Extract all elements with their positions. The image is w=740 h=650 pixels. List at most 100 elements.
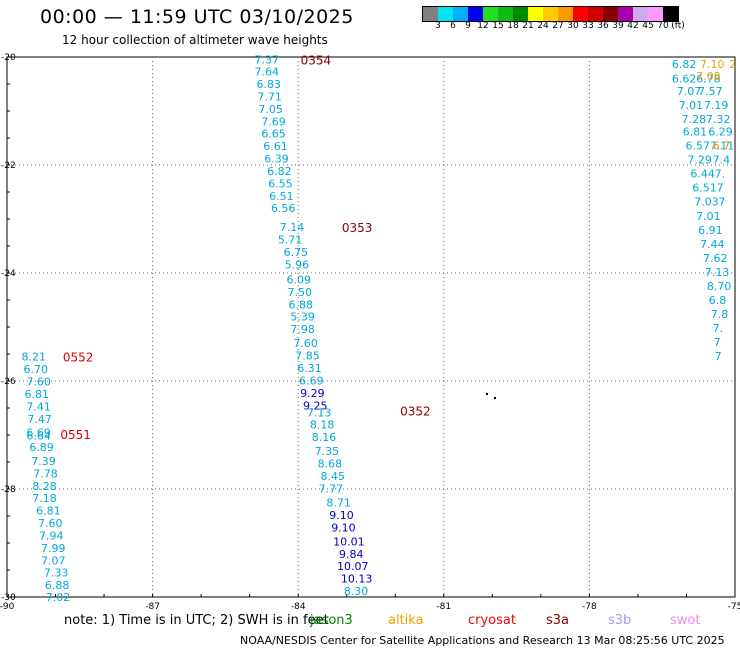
wave-height-value: 7.98 — [290, 323, 315, 336]
label-orange-1: 7.10 — [700, 58, 725, 71]
wave-height-value: 8.45 — [321, 470, 346, 483]
wave-height-value: 7.64 — [255, 66, 280, 79]
color-scale-label: 36 — [597, 21, 609, 31]
wave-height-value: 7.77 — [319, 482, 344, 495]
wave-height-value: 6.57 — [685, 140, 710, 153]
wave-height-value: 7.03 — [694, 196, 719, 209]
color-swatch — [588, 7, 603, 21]
color-scale-label: 21 — [522, 21, 534, 31]
legend-altika: altika — [388, 613, 424, 628]
wave-height-value: 8.70 — [707, 280, 732, 293]
wave-height-value: 7 — [717, 182, 724, 195]
wave-height-value: 8.71 — [326, 497, 351, 510]
wave-height-value: 10.13 — [341, 573, 373, 586]
color-swatch — [558, 7, 573, 21]
wave-height-value: 5.96 — [285, 258, 310, 271]
wave-height-value: 6.91 — [698, 224, 723, 237]
y-tick-label: -24 — [1, 269, 16, 279]
wave-height-value: 7.01 — [679, 99, 704, 112]
x-tick-label: -84 — [291, 602, 306, 612]
pass-time-label: 0552 — [63, 351, 94, 365]
color-swatch — [453, 7, 468, 21]
color-swatch — [498, 7, 513, 21]
wave-height-value: 10.07 — [337, 560, 369, 573]
pass-time-label: 0353 — [342, 221, 373, 235]
label-orange-3: 7.08 — [696, 70, 721, 83]
wave-height-value: 6.8 — [709, 294, 727, 307]
wave-height-value: 7.19 — [704, 99, 729, 112]
wave-height-value: 8.28 — [32, 480, 57, 493]
wave-height-value: 7 — [715, 350, 722, 363]
wave-height-value: 7.41 — [26, 400, 51, 413]
wave-height-value: 9.84 — [339, 548, 364, 561]
color-swatch — [438, 7, 453, 21]
wave-height-value: 6.62 — [672, 73, 697, 86]
color-swatch — [528, 7, 543, 21]
color-scale-label: 15 — [492, 21, 504, 31]
wave-height-value: 6.81 — [24, 388, 49, 401]
wave-height-value: 5.71 — [278, 234, 303, 247]
color-swatch — [468, 7, 483, 21]
wave-height-value: 7.4 — [713, 154, 731, 167]
footer-note: note: 1) Time is in UTC; 2) SWH is in fe… — [64, 613, 329, 628]
wave-height-value: 7.05 — [258, 103, 283, 116]
color-swatch — [483, 7, 498, 21]
legend-swot: swot — [670, 613, 701, 628]
y-tick-label: -28 — [1, 485, 16, 495]
legend-s3a: s3a — [546, 613, 570, 628]
color-scale-label: 27 — [552, 21, 564, 31]
wave-height-value: 6.44 — [690, 168, 715, 181]
wave-height-value: 7.07 — [677, 85, 702, 98]
wave-height-value: 7.60 — [38, 517, 63, 530]
wave-height-value: 7.99 — [41, 542, 65, 555]
color-scale-bar — [422, 6, 679, 22]
wave-height-value: 6.69 — [299, 374, 324, 387]
wave-height-value: 5.39 — [290, 311, 315, 324]
color-scale-label: 42 — [627, 21, 639, 31]
wave-height-value: 7.85 — [295, 350, 320, 363]
wave-height-value: 7. — [715, 168, 726, 181]
color-swatch — [573, 7, 588, 21]
wave-height-value: 6.51 — [692, 182, 717, 195]
wave-height-value: 7.29 — [687, 154, 712, 167]
wave-height-value: 9.25 — [303, 399, 328, 412]
wave-height-value: 7.47 — [27, 413, 52, 426]
x-tick-label: -78 — [582, 602, 597, 612]
label-orange-2: 2 — [729, 58, 736, 71]
wave-height-value: 6.75 — [284, 246, 309, 259]
wave-height-value: 7.13 — [705, 266, 730, 279]
pass-time-label: 0551 — [60, 428, 91, 442]
wave-height-value: 7.94 — [39, 529, 64, 542]
wave-height-value: 10.01 — [333, 535, 365, 548]
wave-height-value: 7.13 — [307, 406, 332, 419]
wave-height-value: 7.11 — [710, 140, 735, 153]
color-swatch — [618, 7, 633, 21]
wave-height-value: 6.78 — [696, 73, 721, 86]
wave-height-value: 6.88 — [45, 579, 70, 592]
track-left: 8.216.707.606.817.417.476.696.646.897.39… — [22, 351, 71, 604]
wave-height-value: 6.61 — [263, 140, 288, 153]
wave-height-value: 7.14 — [280, 221, 305, 234]
wave-height-value: 8.30 — [344, 585, 369, 598]
color-swatch — [513, 7, 528, 21]
wave-height-value: 6.39 — [264, 153, 289, 166]
wave-height-value: 7.78 — [33, 467, 58, 480]
wave-height-value: 7.60 — [26, 376, 51, 389]
value-layer: 7.377.646.837.717.057.696.656.616.396.82… — [22, 54, 737, 604]
x-tick-label: -90 — [0, 602, 15, 612]
color-scale-label: 33 — [582, 21, 594, 31]
pass-time-label: 0354 — [301, 54, 332, 68]
color-scale-label: 18 — [507, 21, 519, 31]
page-subtitle: 12 hour collection of altimeter wave hei… — [62, 33, 328, 47]
page-title: 00:00 — 11:59 UTC 03/10/2025 — [40, 6, 354, 28]
wave-height-value: 6.83 — [256, 78, 281, 91]
legend-cryosat: cryosat — [468, 613, 516, 628]
x-tick-label: -87 — [145, 602, 160, 612]
wave-height-value: 7.18 — [32, 492, 57, 505]
wave-height-value: 7.39 — [31, 455, 56, 468]
wave-height-value: 6.82 — [672, 58, 697, 71]
wave-height-value: 6.81 — [36, 505, 61, 518]
color-scale-label: 6 — [450, 21, 456, 31]
wave-height-value: 6.65 — [261, 128, 286, 141]
wave-height-value: 6.88 — [288, 298, 313, 311]
